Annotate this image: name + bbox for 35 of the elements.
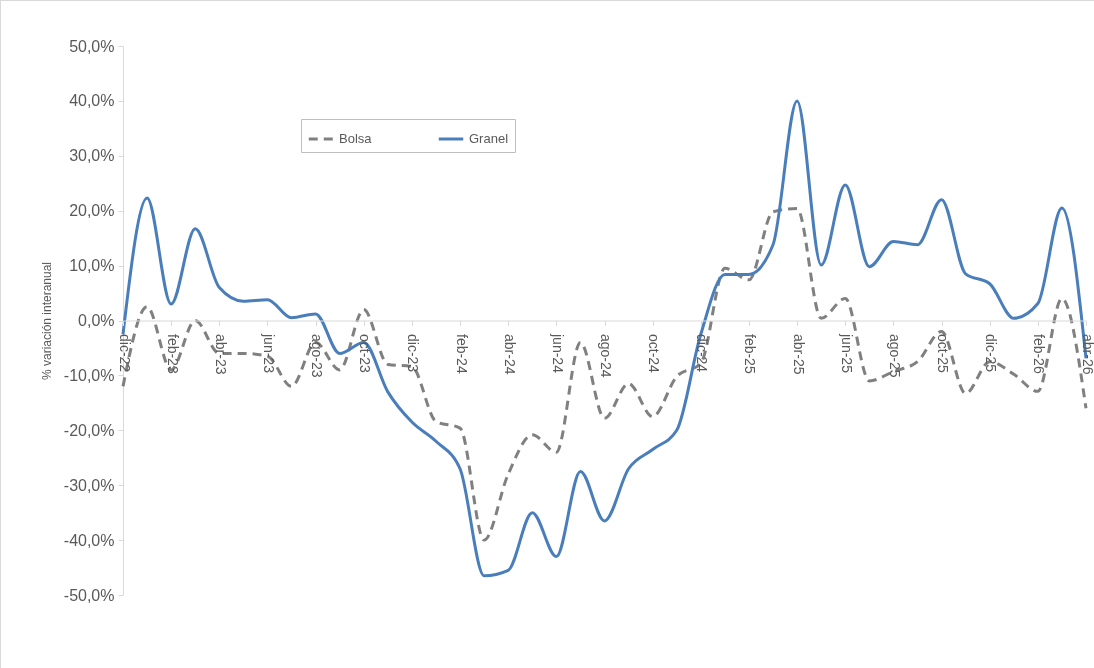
y-tick-label: 0,0% bbox=[78, 312, 115, 329]
y-tick-label: -50,0% bbox=[63, 586, 115, 604]
y-tick-label: -30,0% bbox=[63, 476, 115, 494]
y-tick-label: -40,0% bbox=[63, 531, 115, 549]
x-tick-label: feb-26 bbox=[1031, 334, 1048, 374]
x-tick-label: abr-25 bbox=[790, 334, 807, 375]
x-tick-label: jun-24 bbox=[549, 333, 566, 374]
x-tick-label: oct-25 bbox=[935, 334, 952, 374]
x-tick-label: feb-23 bbox=[164, 334, 181, 374]
x-tick-label: ago-23 bbox=[309, 334, 326, 378]
x-tick-label: dic-23 bbox=[405, 334, 422, 373]
x-tick-label: abr-23 bbox=[212, 334, 229, 375]
x-tick-label: feb-25 bbox=[742, 334, 759, 374]
x-tick-label: abr-24 bbox=[501, 334, 518, 375]
legend-label: Bolsa bbox=[339, 131, 373, 146]
x-tick-label: oct-24 bbox=[646, 334, 663, 374]
x-tick-label: abr-26 bbox=[1079, 334, 1094, 375]
x-tick-label: dic-25 bbox=[983, 334, 1000, 373]
y-tick-label: -10,0% bbox=[63, 366, 115, 384]
y-tick-label: -20,0% bbox=[63, 421, 115, 439]
x-tick-label: feb-24 bbox=[453, 334, 470, 374]
y-tick-label: 10,0% bbox=[69, 257, 115, 275]
y-tick-label: 50,0% bbox=[69, 37, 115, 55]
y-tick-label: 40,0% bbox=[69, 92, 115, 110]
x-tick-label: jun-23 bbox=[260, 333, 277, 374]
y-axis-title: % variación interanual bbox=[39, 261, 54, 381]
x-tick-label: oct-23 bbox=[357, 334, 374, 374]
legend-label: Granel bbox=[469, 131, 509, 146]
x-tick-label: dic-22 bbox=[116, 334, 133, 373]
y-tick-label: 30,0% bbox=[69, 147, 115, 165]
x-tick-label: ago-25 bbox=[886, 334, 903, 378]
y-tick-label: 20,0% bbox=[69, 202, 115, 220]
x-tick-label: jun-25 bbox=[838, 333, 855, 374]
x-tick-label: ago-24 bbox=[598, 334, 614, 378]
x-tick-label: dic-24 bbox=[694, 334, 711, 373]
